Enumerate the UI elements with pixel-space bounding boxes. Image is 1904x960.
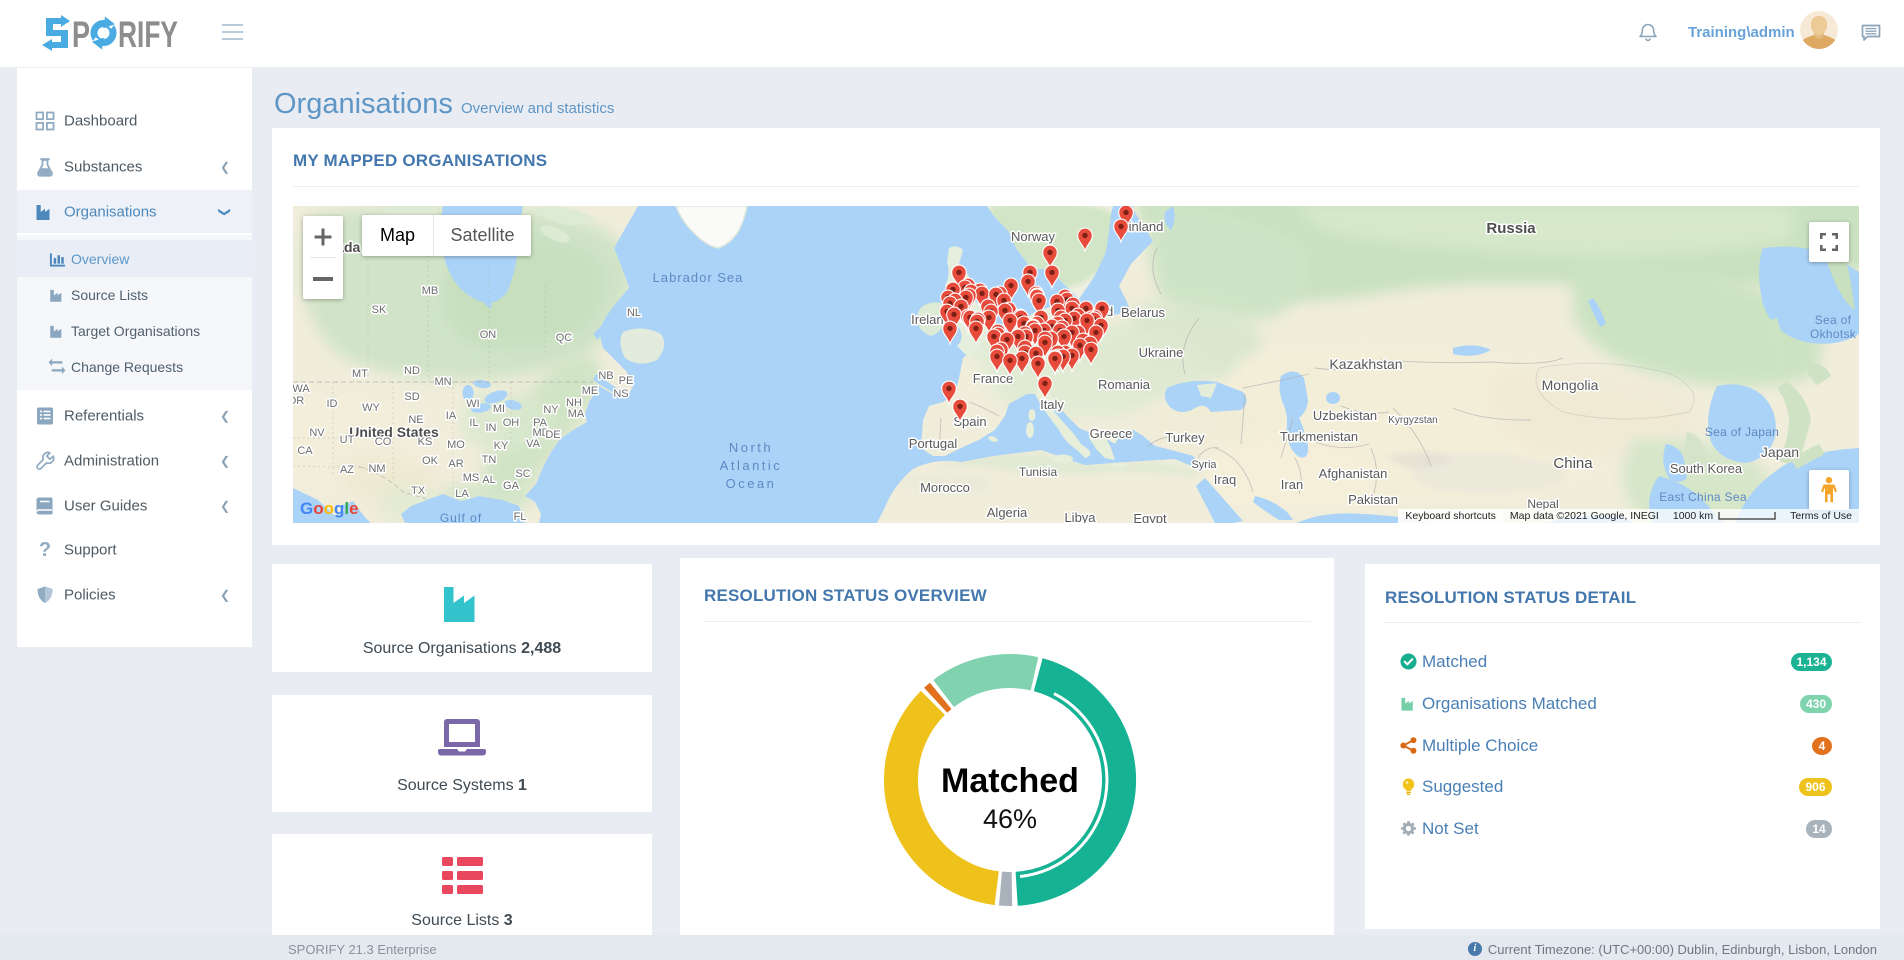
svg-text:MB: MB [422,285,439,297]
svg-text:Syria: Syria [1191,459,1217,471]
svg-text:TX: TX [411,485,426,497]
svg-text:QC: QC [556,332,573,344]
svg-text:NE: NE [408,414,423,426]
svg-text:SK: SK [372,304,387,316]
svg-text:IL: IL [469,417,478,429]
svg-text:MT: MT [352,368,368,380]
svg-text:Ocean: Ocean [726,476,777,491]
svg-text:Turkmenistan: Turkmenistan [1280,429,1358,444]
svg-text:Finland: Finland [1121,219,1164,234]
svg-text:AL: AL [482,474,495,486]
svg-text:SC: SC [515,468,530,480]
svg-text:PA: PA [533,417,548,429]
svg-text:NH: NH [566,397,582,409]
svg-text:Portugal: Portugal [909,436,958,451]
svg-text:PE: PE [619,375,634,387]
svg-text:Ukraine: Ukraine [1139,345,1184,360]
svg-text:GA: GA [503,480,520,492]
svg-text:Kyrgyzstan: Kyrgyzstan [1388,415,1437,426]
svg-text:Algeria: Algeria [987,505,1028,520]
svg-text:LA: LA [455,488,469,500]
svg-text:CO: CO [375,436,392,448]
svg-text:Italy: Italy [1040,397,1064,412]
svg-text:ND: ND [404,365,420,377]
svg-text:Mongolia: Mongolia [1542,377,1599,393]
svg-text:Norway: Norway [1011,229,1056,244]
svg-text:Libya: Libya [1064,510,1096,523]
svg-text:MA: MA [568,408,585,420]
svg-text:Matched: Matched [941,762,1079,800]
svg-text:MD: MD [532,427,549,439]
svg-text:Afghanistan: Afghanistan [1319,466,1388,481]
svg-text:RIFY: RIFY [118,14,178,54]
svg-text:OK: OK [422,455,439,467]
svg-text:Greece: Greece [1090,426,1133,441]
svg-text:NL: NL [627,307,641,319]
svg-text:MI: MI [493,403,505,415]
svg-text:OH: OH [503,417,520,429]
svg-text:SD: SD [404,391,419,403]
svg-text:NB: NB [598,370,613,382]
svg-text:NS: NS [613,388,628,400]
svg-text:Kazakhstan: Kazakhstan [1329,356,1402,372]
svg-text:Nepal: Nepal [1527,497,1558,511]
svg-text:OR: OR [293,395,304,407]
svg-text:IA: IA [446,410,457,422]
svg-text:FL: FL [514,511,527,523]
svg-text:UT: UT [340,434,355,446]
svg-text:Iran: Iran [1281,477,1303,492]
svg-text:Sea of Japan: Sea of Japan [1705,425,1779,439]
svg-text:NM: NM [368,463,385,475]
svg-text:Romania: Romania [1098,377,1151,392]
svg-text:China: China [1553,455,1593,472]
svg-text:ON: ON [480,329,497,341]
svg-text:MS: MS [463,472,480,484]
svg-text:MN: MN [434,376,451,388]
svg-text:AZ: AZ [340,464,354,476]
svg-text:Iraq: Iraq [1214,472,1236,487]
svg-text:MO: MO [447,439,465,451]
svg-text:WA: WA [293,383,310,395]
svg-text:WY: WY [362,402,380,414]
svg-text:KY: KY [494,440,509,452]
svg-text:WI: WI [466,398,479,410]
svg-text:DE: DE [545,429,560,441]
svg-text:Russia: Russia [1486,220,1536,237]
svg-text:IN: IN [486,422,497,434]
svg-text:United States: United States [349,424,439,440]
svg-text:Atlantic: Atlantic [720,458,783,473]
svg-text:TN: TN [482,454,497,466]
svg-text:Tunisia: Tunisia [1019,465,1058,479]
svg-text:France: France [973,371,1013,386]
svg-text:NY: NY [543,404,559,416]
svg-text:North: North [729,440,773,455]
svg-text:CA: CA [297,445,313,457]
svg-text:Japan: Japan [1761,444,1799,460]
svg-text:South Korea: South Korea [1670,461,1743,476]
svg-text:Gulf of: Gulf of [440,511,482,523]
svg-text:Google: Google [300,499,359,518]
svg-text:Pakistan: Pakistan [1348,492,1398,507]
svg-text:Egypt: Egypt [1133,511,1167,523]
svg-text:Morocco: Morocco [920,480,970,495]
svg-text:Belarus: Belarus [1121,305,1166,320]
svg-text:ME: ME [582,385,599,397]
svg-text:Turkey: Turkey [1165,430,1205,445]
svg-text:VA: VA [526,438,541,450]
svg-text:Sea of: Sea of [1815,313,1852,327]
svg-text:ID: ID [327,398,338,410]
svg-text:East China Sea: East China Sea [1659,490,1747,504]
svg-text:P: P [72,14,90,54]
svg-text:46%: 46% [983,804,1037,834]
svg-text:Labrador Sea: Labrador Sea [653,270,744,285]
svg-text:Okhotsk: Okhotsk [1810,327,1857,341]
svg-text:NV: NV [309,427,325,439]
svg-text:KS: KS [418,436,433,448]
svg-text:Uzbekistan: Uzbekistan [1313,408,1377,423]
svg-text:AR: AR [448,458,463,470]
